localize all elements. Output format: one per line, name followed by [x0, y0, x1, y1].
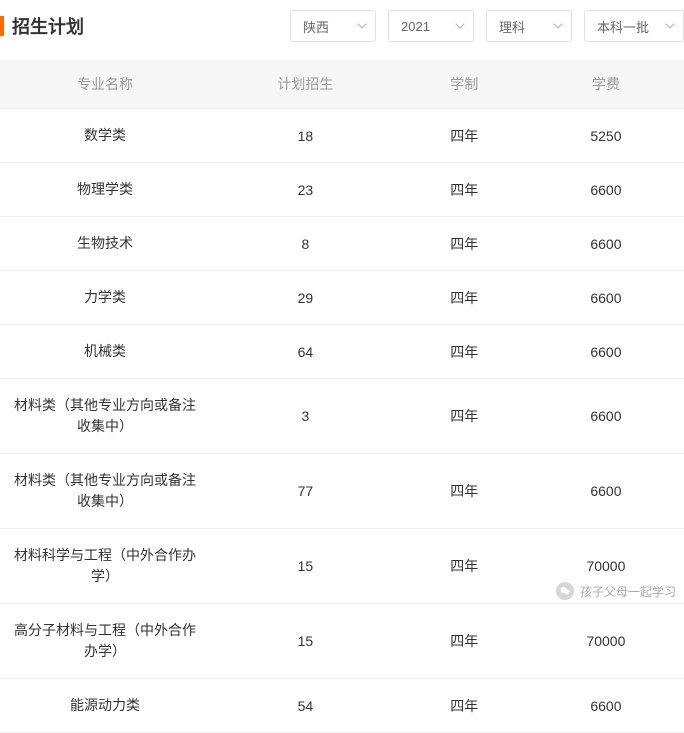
- filter-selects: 陕西 2021 理科 本科一批: [290, 10, 684, 42]
- table-cell: 70000: [528, 604, 684, 679]
- table-row: 能源动力类54四年6600: [0, 679, 684, 733]
- filter-select-2[interactable]: 理科: [486, 10, 572, 42]
- table-cell: 29: [210, 271, 401, 325]
- column-header: 专业名称: [0, 60, 210, 109]
- table-cell: 77: [210, 454, 401, 529]
- table-cell: 3: [210, 379, 401, 454]
- table-cell: 能源动力类: [0, 679, 210, 733]
- table-cell: 高分子材料与工程（中外合作办学）: [0, 604, 210, 679]
- title-wrap: 招生计划: [0, 13, 84, 39]
- table-cell: 18: [210, 109, 401, 163]
- page-title: 招生计划: [12, 13, 84, 39]
- table-cell: 6600: [528, 325, 684, 379]
- table-cell: 数学类: [0, 109, 210, 163]
- column-header: 学费: [528, 60, 684, 109]
- table-cell: 材料类（其他专业方向或备注收集中）: [0, 379, 210, 454]
- table-cell: 四年: [401, 325, 528, 379]
- table-cell: 23: [210, 163, 401, 217]
- filter-select-3[interactable]: 本科一批: [584, 10, 684, 42]
- table-cell: 6600: [528, 679, 684, 733]
- table-cell: 四年: [401, 529, 528, 604]
- title-accent-bar: [0, 16, 4, 36]
- column-header: 学制: [401, 60, 528, 109]
- table-cell: 四年: [401, 604, 528, 679]
- table-cell: 材料科学与工程（中外合作办学）: [0, 529, 210, 604]
- table-cell: 70000: [528, 529, 684, 604]
- chevron-down-icon: [357, 23, 367, 29]
- table-row: 数学类18四年5250: [0, 109, 684, 163]
- table-cell: 6600: [528, 271, 684, 325]
- column-header: 计划招生: [210, 60, 401, 109]
- table-cell: 6600: [528, 217, 684, 271]
- table-row: 材料类（其他专业方向或备注收集中）3四年6600: [0, 379, 684, 454]
- table-cell: 5250: [528, 109, 684, 163]
- table-cell: 8: [210, 217, 401, 271]
- table-cell: 四年: [401, 109, 528, 163]
- table-cell: 机械类: [0, 325, 210, 379]
- table-cell: 64: [210, 325, 401, 379]
- table-cell: 四年: [401, 454, 528, 529]
- table-row: 材料科学与工程（中外合作办学）15四年70000: [0, 529, 684, 604]
- table-cell: 生物技术: [0, 217, 210, 271]
- table-cell: 四年: [401, 379, 528, 454]
- filter-select-0[interactable]: 陕西: [290, 10, 376, 42]
- table-row: 高分子材料与工程（中外合作办学）15四年70000: [0, 604, 684, 679]
- select-label: 本科一批: [597, 17, 649, 36]
- table-row: 材料类（其他专业方向或备注收集中）77四年6600: [0, 454, 684, 529]
- select-label: 2021: [401, 19, 430, 34]
- table-cell: 四年: [401, 271, 528, 325]
- enrollment-table: 专业名称计划招生学制学费 数学类18四年5250物理学类23四年6600生物技术…: [0, 60, 684, 733]
- table-cell: 6600: [528, 379, 684, 454]
- table-cell: 力学类: [0, 271, 210, 325]
- table-row: 力学类29四年6600: [0, 271, 684, 325]
- table-cell: 6600: [528, 454, 684, 529]
- table-cell: 四年: [401, 217, 528, 271]
- table-row: 机械类64四年6600: [0, 325, 684, 379]
- table-cell: 四年: [401, 679, 528, 733]
- select-label: 理科: [499, 17, 525, 36]
- table-cell: 15: [210, 604, 401, 679]
- select-label: 陕西: [303, 17, 329, 36]
- filter-select-1[interactable]: 2021: [388, 10, 474, 42]
- table-header: 专业名称计划招生学制学费: [0, 60, 684, 109]
- table-row: 生物技术8四年6600: [0, 217, 684, 271]
- chevron-down-icon: [553, 23, 563, 29]
- table-row: 物理学类23四年6600: [0, 163, 684, 217]
- table-cell: 15: [210, 529, 401, 604]
- table-body: 数学类18四年5250物理学类23四年6600生物技术8四年6600力学类29四…: [0, 109, 684, 733]
- table-cell: 6600: [528, 163, 684, 217]
- chevron-down-icon: [665, 23, 675, 29]
- table-cell: 材料类（其他专业方向或备注收集中）: [0, 454, 210, 529]
- page-header: 招生计划 陕西 2021 理科 本科一批: [0, 0, 684, 60]
- table-cell: 54: [210, 679, 401, 733]
- table-cell: 四年: [401, 163, 528, 217]
- chevron-down-icon: [455, 23, 465, 29]
- table-cell: 物理学类: [0, 163, 210, 217]
